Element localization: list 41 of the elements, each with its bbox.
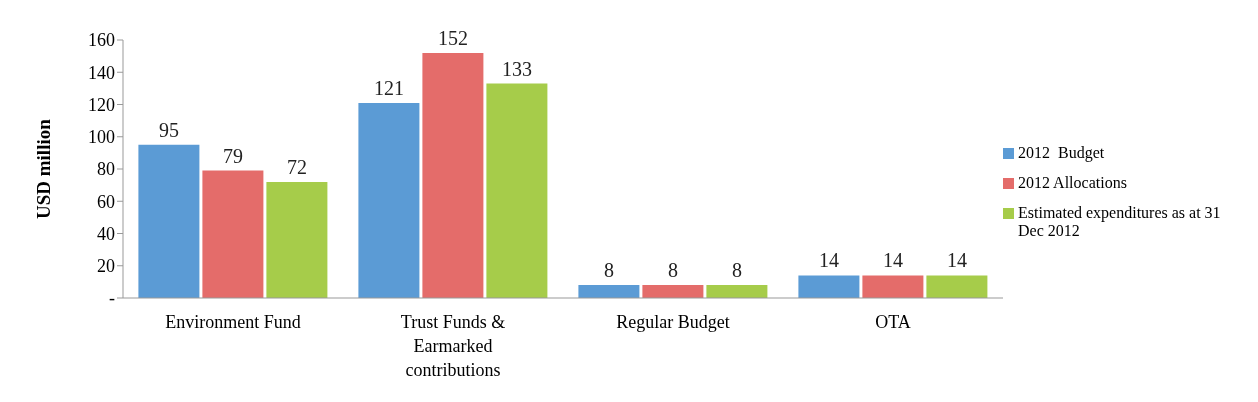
bar bbox=[798, 275, 860, 298]
data-label: 14 bbox=[946, 249, 967, 272]
x-tick-label: OTA bbox=[875, 312, 911, 332]
y-tick-label: 60 bbox=[97, 191, 115, 212]
bar bbox=[642, 285, 704, 298]
x-tick-label: Environment Fund bbox=[165, 312, 301, 332]
data-label: 152 bbox=[437, 26, 468, 49]
y-tick-label: - bbox=[109, 288, 115, 309]
bar bbox=[422, 52, 484, 298]
bar bbox=[926, 275, 988, 298]
bar bbox=[578, 285, 640, 298]
bar bbox=[486, 83, 548, 298]
bar bbox=[358, 102, 420, 298]
bar bbox=[138, 144, 200, 298]
data-label: 14 bbox=[818, 249, 839, 272]
data-label: 121 bbox=[373, 76, 404, 99]
y-tick-label: 120 bbox=[88, 94, 115, 115]
bar bbox=[862, 275, 924, 298]
data-label: 79 bbox=[222, 144, 243, 167]
legend-label: 2012 Budget bbox=[1018, 144, 1105, 162]
y-tick-label: 40 bbox=[97, 223, 115, 244]
data-label: 8 bbox=[603, 259, 614, 282]
data-label: 14 bbox=[882, 249, 903, 272]
y-tick-label: 160 bbox=[88, 30, 115, 51]
data-label: 8 bbox=[731, 259, 742, 282]
y-tick-label: 100 bbox=[88, 127, 115, 148]
y-axis-title: USD million bbox=[32, 118, 54, 219]
bar bbox=[202, 170, 264, 298]
y-tick-label: 140 bbox=[88, 62, 115, 83]
data-label: 72 bbox=[286, 155, 307, 178]
legend-label: 2012 Allocations bbox=[1018, 174, 1127, 192]
bar bbox=[706, 285, 768, 298]
y-tick-label: 20 bbox=[97, 256, 115, 277]
data-label: 133 bbox=[501, 57, 532, 80]
data-label: 8 bbox=[667, 259, 678, 282]
legend-label: Estimated expenditures as at 31 Dec 2012 bbox=[1018, 204, 1222, 240]
data-label: 95 bbox=[158, 118, 179, 141]
x-tick-label: Trust Funds & Earmarked contributions bbox=[400, 312, 506, 380]
bar bbox=[266, 181, 328, 298]
x-tick-label: Regular Budget bbox=[616, 312, 730, 332]
y-tick-label: 80 bbox=[97, 159, 115, 180]
